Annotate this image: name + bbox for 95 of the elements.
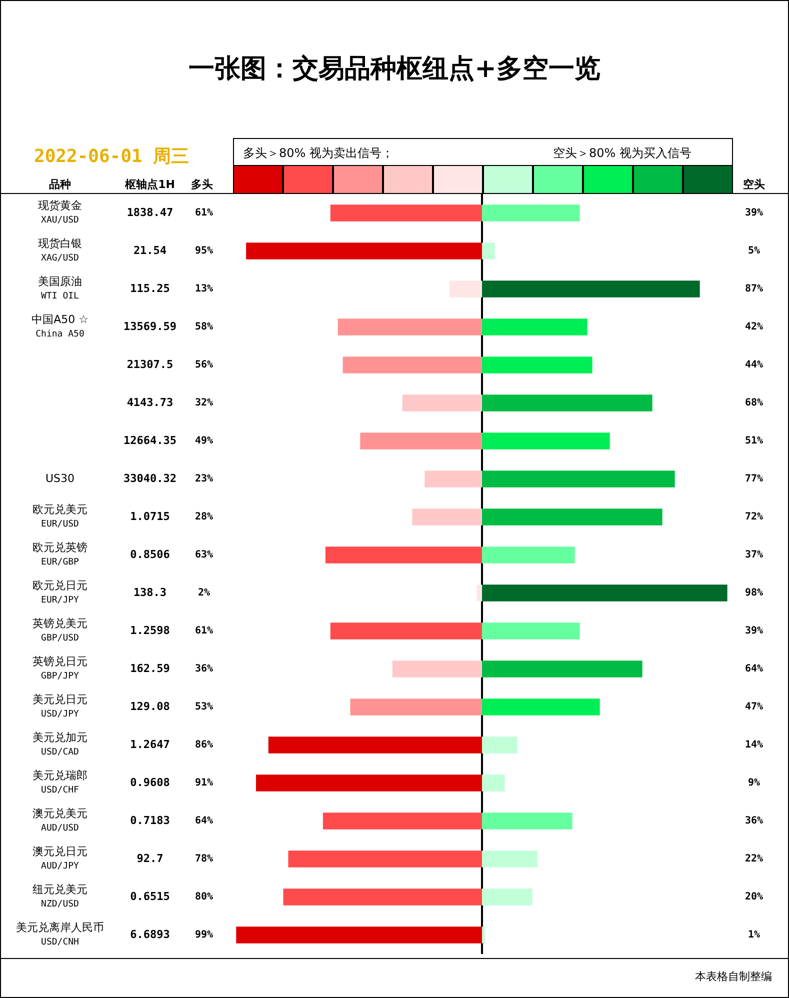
bar: [482, 242, 495, 260]
data-label: 33040.32: [122, 471, 178, 487]
data-label: 0.7183: [129, 813, 171, 829]
y-tick-label: 欧元兑英镑 EUR/GBP: [32, 540, 88, 568]
y-tick-label: 美元兑日元 USD/JPY: [32, 692, 88, 720]
data-label: 36%: [194, 664, 214, 675]
bar: [449, 280, 482, 298]
data-label: 44%: [744, 360, 764, 371]
data-label: 64%: [744, 664, 764, 675]
data-label: 20%: [744, 892, 764, 903]
data-label: 0.9608: [129, 775, 171, 791]
y-tick-label: 澳元兑美元 AUD/USD: [32, 806, 88, 834]
data-label: 21.54: [132, 243, 168, 259]
data-label: 5%: [748, 246, 760, 257]
data-label: 162.59: [129, 661, 171, 677]
y-tick-label: 美元兑瑞郎 USD/CHF: [32, 768, 88, 796]
data-label: 1838.47: [126, 205, 174, 221]
data-label: 49%: [194, 436, 214, 447]
bar: [476, 584, 482, 602]
data-label: 32%: [194, 398, 214, 409]
data-label: 68%: [744, 398, 764, 409]
data-label: 58%: [194, 322, 214, 333]
bar: [424, 470, 482, 488]
y-tick-label: 欧元兑日元 EUR/JPY: [32, 578, 88, 606]
y-tick-label: 纽元兑美元 NZD/USD: [32, 882, 88, 910]
data-label: 23%: [194, 474, 214, 485]
data-label: 115.25: [129, 281, 171, 297]
data-label: 77%: [744, 474, 764, 485]
data-label: 2%: [198, 588, 210, 599]
data-label: 0.8506: [129, 547, 171, 563]
y-tick-label: 美元兑加元 USD/CAD: [32, 730, 88, 758]
data-label: 63%: [194, 550, 214, 561]
y-tick-label: 美元兑离岸人民币 USD/CNH: [16, 920, 104, 948]
data-label: 13%: [194, 284, 214, 295]
x-axis-title: 空头: [743, 177, 765, 192]
data-label: 36%: [744, 816, 764, 827]
data-label: 56%: [194, 360, 214, 371]
data-label: 99%: [194, 930, 214, 941]
y-tick-label: 现货白银 XAG/USD: [38, 236, 82, 264]
y-tick-label: 美国原油 WTI OIL: [38, 274, 82, 302]
text: 一张图：交易品种枢纽点+多空一览: [188, 53, 602, 86]
data-label: 129.08: [129, 699, 171, 715]
data-label: 14%: [744, 740, 764, 751]
data-label: 78%: [194, 854, 214, 865]
data-label: 0.6515: [129, 889, 171, 905]
data-label: 39%: [744, 208, 764, 219]
text: 本表格自制整编: [695, 969, 772, 984]
data-label: 42%: [744, 322, 764, 333]
data-label: 61%: [194, 208, 214, 219]
data-label: 64%: [194, 816, 214, 827]
data-label: 53%: [194, 702, 214, 713]
data-label: 13569.59: [122, 319, 178, 335]
y-tick-label: 中国A50 ☆ China A50: [32, 312, 89, 340]
y-tick-label: 现货黄金 XAU/USD: [38, 198, 82, 226]
bar: [482, 926, 485, 944]
bar: [482, 736, 518, 754]
data-label: 72%: [744, 512, 764, 523]
text: 多头＞80% 视为卖出信号；: [243, 145, 394, 162]
bar: [482, 774, 505, 792]
data-label: 21307.5: [126, 357, 174, 373]
chart-title: 多头: [191, 177, 213, 192]
data-label: 1.0715: [129, 509, 171, 525]
data-label: 80%: [194, 892, 214, 903]
text: 2022-06-01 周三: [34, 145, 190, 168]
y-tick-label: 英镑兑日元 GBP/JPY: [32, 654, 88, 682]
data-label: 1%: [748, 930, 760, 941]
text: 空头＞80% 视为买入信号: [553, 145, 692, 162]
data-label: 138.3: [132, 585, 168, 601]
data-label: 6.6893: [129, 927, 171, 943]
data-label: 9%: [748, 778, 760, 789]
data-label: 12664.35: [122, 433, 178, 449]
data-label: 22%: [744, 854, 764, 865]
y-tick-label: 澳元兑日元 AUD/JPY: [32, 844, 88, 872]
data-label: 37%: [744, 550, 764, 561]
data-label: 1.2647: [129, 737, 171, 753]
data-label: 4143.73: [126, 395, 174, 411]
bar: [482, 850, 538, 868]
data-label: 95%: [194, 246, 214, 257]
bar: [482, 888, 532, 906]
data-label: 87%: [744, 284, 764, 295]
y-tick-label: 欧元兑美元 EUR/USD: [32, 502, 88, 530]
data-label: 47%: [744, 702, 764, 713]
data-label: 28%: [194, 512, 214, 523]
data-label: 86%: [194, 740, 214, 751]
data-label: 51%: [744, 436, 764, 447]
text: 枢轴点1H: [124, 177, 176, 192]
data-label: 98%: [744, 588, 764, 599]
data-label: 39%: [744, 626, 764, 637]
y-axis-title: 品种: [48, 177, 72, 192]
data-label: 92.7: [136, 851, 164, 867]
y-tick-label: US30: [45, 472, 75, 485]
data-label: 61%: [194, 626, 214, 637]
y-tick-label: 英镑兑美元 GBP/USD: [32, 616, 88, 644]
data-label: 1.2598: [129, 623, 171, 639]
data-label: 91%: [194, 778, 214, 789]
